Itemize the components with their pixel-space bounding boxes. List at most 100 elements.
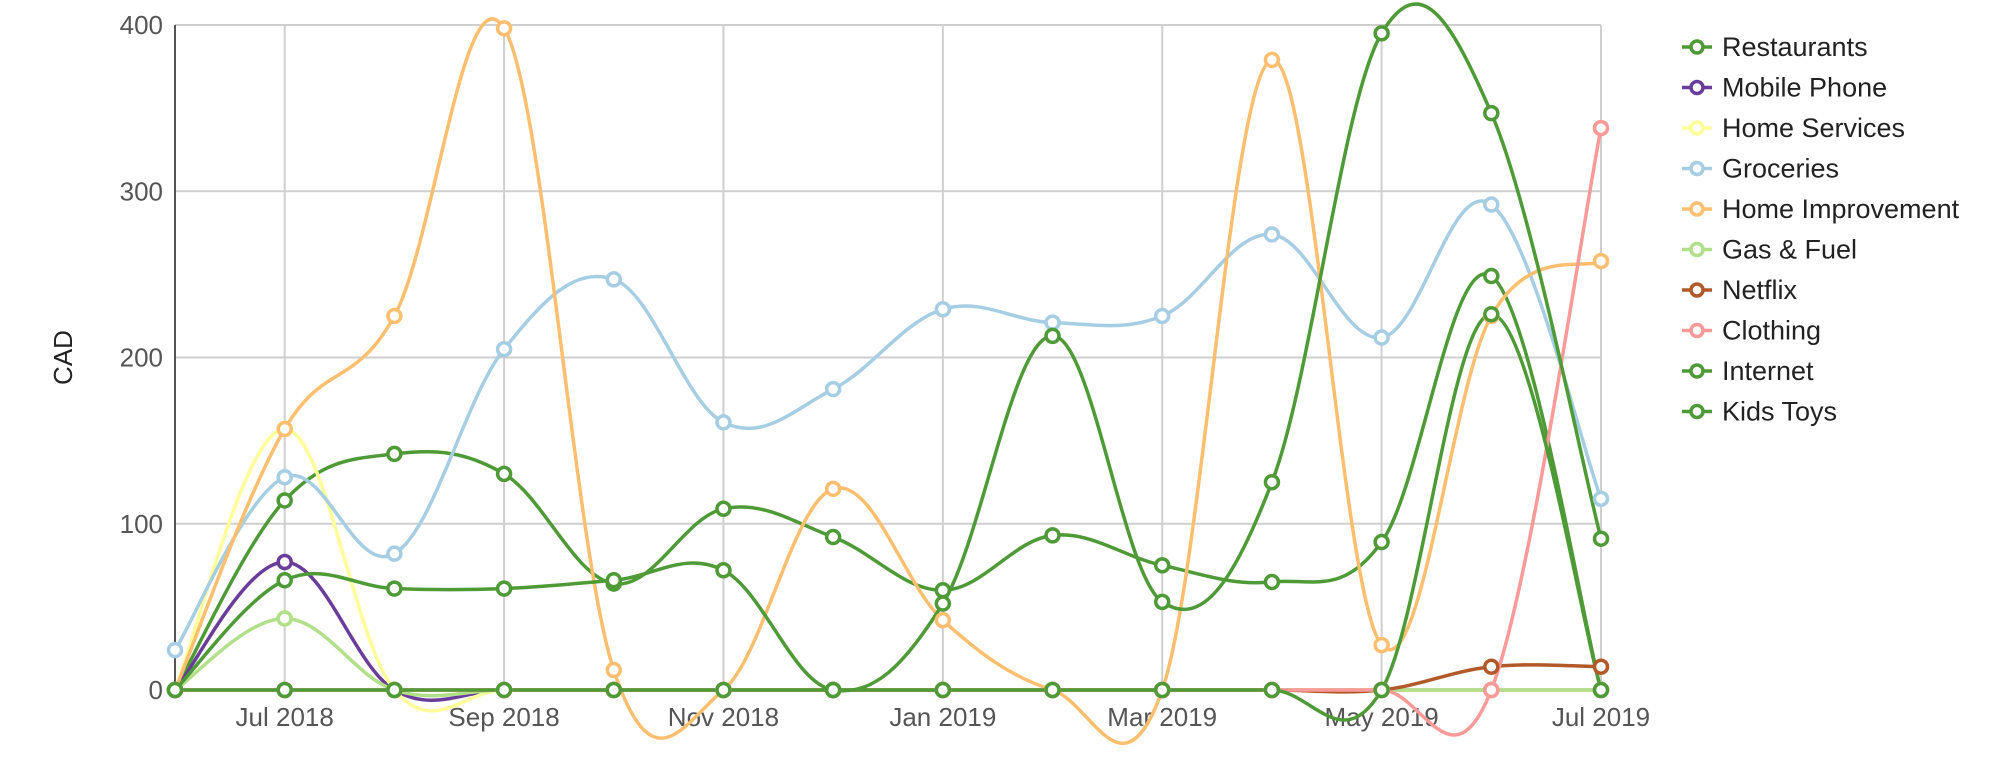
data-point-kids-toys [934, 681, 952, 699]
data-point-restaurants [934, 582, 952, 599]
legend-item[interactable]: Mobile Phone [1682, 73, 1887, 103]
series-lines [173, 2, 1603, 746]
legend-item[interactable]: Netflix [1682, 275, 1798, 305]
data-point-kids-toys [386, 681, 403, 699]
data-point-internet [605, 572, 623, 589]
data-point-groceries [1153, 307, 1171, 325]
data-point-internet [934, 595, 952, 612]
legend-item[interactable]: Home Improvement [1682, 194, 1960, 224]
legend-item[interactable]: Groceries [1682, 154, 1839, 184]
legend-label: Home Improvement [1722, 194, 1960, 224]
data-point-home-improvement [1263, 51, 1281, 69]
data-point-home-improvement [605, 661, 623, 679]
legend-item[interactable]: Internet [1682, 356, 1814, 386]
data-point-home-improvement [824, 480, 842, 498]
y-tick-label: 400 [120, 10, 163, 40]
legend-label: Groceries [1722, 154, 1839, 184]
y-tick-label: 100 [120, 509, 163, 539]
series-line-kids-toys [173, 312, 1603, 722]
data-point-internet [715, 562, 732, 579]
data-point-home-improvement [1592, 252, 1610, 270]
x-tick-label: Sep 2018 [448, 702, 559, 732]
legend-swatch-marker [1689, 201, 1705, 217]
data-point-groceries [1483, 196, 1500, 213]
data-point-home-improvement [276, 420, 293, 438]
data-point-kids-toys [715, 681, 732, 699]
legend-item[interactable]: Home Services [1682, 113, 1905, 143]
data-point-home-improvement [1373, 636, 1390, 654]
data-point-clothing [1592, 119, 1610, 137]
legend-swatch-marker [1689, 39, 1705, 55]
data-point-internet [1153, 593, 1171, 611]
y-tick-label: 200 [120, 343, 163, 373]
data-point-groceries [1044, 314, 1061, 331]
data-point-home-improvement [934, 611, 952, 629]
data-point-restaurants [386, 445, 403, 463]
data-point-groceries [934, 301, 952, 318]
data-point-groceries [495, 340, 513, 358]
data-point-restaurants [1483, 267, 1500, 285]
data-point-internet [386, 580, 403, 597]
data-point-kids-toys [605, 681, 623, 699]
legend-label: Clothing [1722, 316, 1821, 346]
legend-swatch-marker [1689, 79, 1705, 96]
legend-swatch-marker [1689, 120, 1705, 136]
x-tick-label: May 2019 [1325, 702, 1439, 732]
data-point-clothing [1483, 681, 1500, 699]
legend-item[interactable]: Restaurants [1682, 32, 1868, 62]
legend-label: Gas & Fuel [1722, 235, 1857, 265]
data-point-mobile-phone [276, 553, 293, 571]
data-point-kids-toys [495, 681, 513, 699]
data-point-internet [276, 572, 293, 589]
x-tick-label: Jul 2019 [1552, 702, 1650, 732]
legend: Restaurants Mobile Phone Home Services Groc… [1682, 32, 1960, 427]
data-point-kids-toys [1592, 681, 1610, 699]
data-point-groceries [1592, 490, 1610, 508]
legend-swatch-marker [1689, 363, 1705, 379]
data-point-kids-toys [1263, 681, 1281, 699]
data-point-groceries [1263, 226, 1281, 243]
y-axis-title: CAD [48, 330, 78, 385]
legend-item[interactable]: Kids Toys [1682, 397, 1837, 427]
data-point-internet [1044, 327, 1061, 345]
legend-swatch-marker [1689, 322, 1705, 339]
legend-swatch-marker [1689, 403, 1705, 420]
data-point-groceries [166, 641, 184, 659]
series-line-home-improvement [173, 17, 1603, 746]
data-point-restaurants [824, 528, 842, 546]
legend-label: Netflix [1722, 275, 1798, 305]
legend-label: Mobile Phone [1722, 73, 1887, 103]
data-point-groceries [824, 380, 842, 398]
legend-label: Internet [1722, 356, 1814, 386]
legend-item[interactable]: Clothing [1682, 316, 1821, 346]
legend-swatch-marker [1689, 160, 1705, 177]
data-point-internet [1373, 25, 1390, 42]
data-point-restaurants [715, 500, 732, 518]
data-point-home-improvement [495, 20, 513, 37]
data-point-groceries [276, 468, 293, 486]
data-point-kids-toys [1044, 681, 1061, 699]
data-point-restaurants [1263, 573, 1281, 591]
data-point-kids-toys [276, 681, 293, 699]
legend-label: Kids Toys [1722, 397, 1837, 427]
data-point-gas-fuel [276, 610, 293, 627]
data-point-kids-toys [1483, 306, 1500, 323]
data-point-groceries [605, 271, 623, 288]
data-point-restaurants [1153, 557, 1171, 574]
data-point-netflix [1483, 658, 1500, 675]
data-point-netflix [1592, 658, 1610, 675]
legend-item[interactable]: Gas & Fuel [1682, 235, 1857, 265]
data-point-restaurants [276, 492, 293, 509]
data-point-internet [1592, 530, 1610, 547]
data-point-kids-toys [166, 681, 184, 699]
data-point-kids-toys [1153, 681, 1171, 699]
y-tick-label: 0 [149, 675, 163, 705]
data-point-internet [1483, 104, 1500, 122]
data-point-groceries [386, 545, 403, 562]
legend-swatch-marker [1689, 282, 1705, 298]
data-point-restaurants [1373, 533, 1390, 551]
y-tick-label: 300 [120, 176, 163, 206]
x-tick-label: Mar 2019 [1107, 702, 1217, 732]
x-tick-label: Jan 2019 [889, 702, 996, 732]
